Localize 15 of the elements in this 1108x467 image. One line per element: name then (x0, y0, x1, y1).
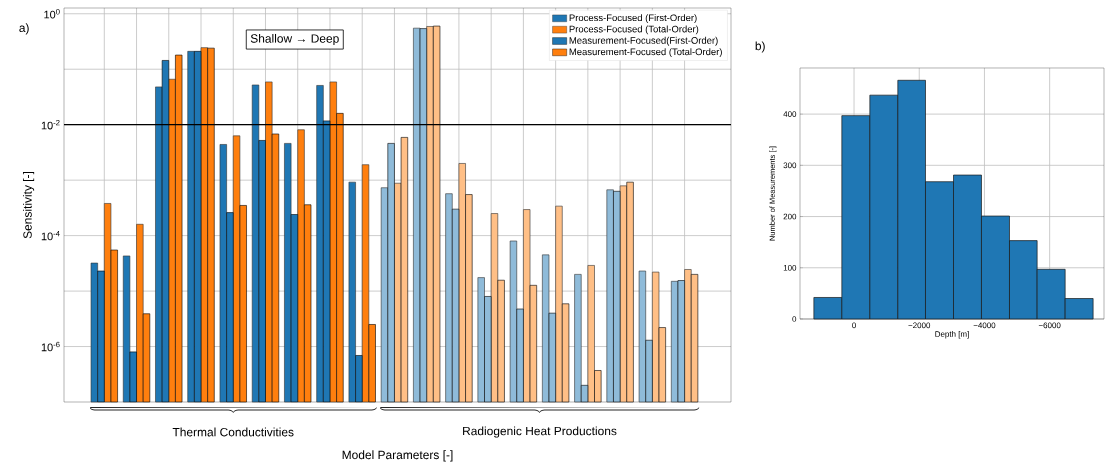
y-tick-label: 10$^{-2}$ (41, 119, 60, 130)
y-tick-label: 10$^{-6}$ (41, 341, 60, 352)
text: Thermal Conductivities (172, 427, 294, 437)
x-axis-title: Model Parameters [-] (342, 450, 453, 462)
legend-label: Measurement-Focused(First-Order) (569, 36, 718, 46)
legend-label: Process-Focused (Total-Order) (569, 25, 699, 35)
text: a) (19, 23, 29, 35)
y-axis-title: Sensitivity [-] (22, 171, 35, 239)
annotation: Shallow → Deep (250, 33, 339, 46)
y-tick-label: 10$^{-4}$ (41, 230, 60, 241)
y-tick-label: 10$^{0}$ (44, 9, 60, 19)
legend-label: Process-Focused (First-Order) (569, 14, 697, 23)
legend-label: Measurement-Focused (Total-Order) (569, 48, 722, 57)
text: Radiogenic Heat Productions (463, 426, 617, 438)
text: b) (755, 41, 765, 53)
